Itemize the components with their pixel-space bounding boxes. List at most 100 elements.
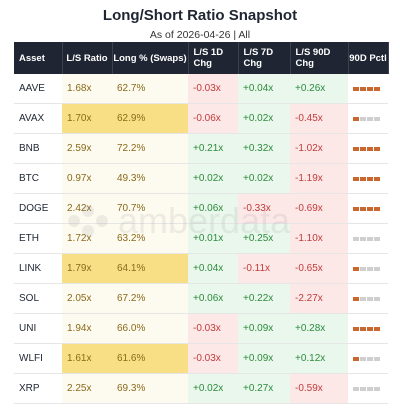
pctl-cell — [348, 163, 388, 194]
chg-7d-cell: +0.09x — [238, 343, 290, 374]
table-row: SOL 2.05x 67.2% +0.06x +0.22x -2.27x — [14, 283, 388, 314]
asset-cell: AAVE — [14, 74, 62, 104]
chg-7d-cell: +0.02x — [238, 103, 290, 134]
pctl-segment — [374, 206, 380, 211]
pctl-segment — [374, 236, 380, 241]
pctl-cell — [348, 223, 388, 254]
chg-90d-cell: -0.65x — [290, 253, 348, 284]
page-title: Long/Short Ratio Snapshot — [102, 7, 298, 24]
pctl-cell — [348, 313, 388, 344]
chg-1d-cell: +0.02x — [188, 373, 238, 404]
asset-cell: XRP — [14, 373, 62, 404]
pctl-segment — [360, 296, 366, 301]
pctl-bar — [353, 206, 388, 211]
pctl-segment — [374, 86, 380, 91]
pctl-segment — [353, 176, 359, 181]
pctl-segment — [367, 86, 373, 91]
table-body: AAVE 1.68x 62.7% -0.03x +0.04x +0.26x AVAX 1.70… — [14, 74, 388, 404]
ratio-cell: 1.68x — [62, 74, 112, 104]
pctl-segment — [374, 266, 380, 271]
chg-90d-cell: -1.19x — [290, 163, 348, 194]
chg-1d-cell: +0.06x — [188, 193, 238, 224]
pctl-segment — [353, 236, 359, 241]
ratio-cell: 2.59x — [62, 133, 112, 164]
chg-90d-cell: -1.10x — [290, 223, 348, 254]
chg-1d-cell: -0.03x — [188, 343, 238, 374]
asset-cell: AVAX — [14, 103, 62, 134]
asset-cell: UNI — [14, 313, 62, 344]
pctl-segment — [360, 326, 366, 331]
long-pct-cell: 72.2% — [112, 133, 188, 164]
asset-cell: DOGE — [14, 193, 62, 224]
chg-1d-cell: +0.01x — [188, 223, 238, 254]
pctl-segment — [367, 386, 373, 391]
pctl-segment — [360, 86, 366, 91]
pctl-bar — [353, 296, 388, 301]
ratio-cell: 1.79x — [62, 253, 112, 284]
pctl-segment — [367, 266, 373, 271]
long-pct-cell: 70.7% — [112, 193, 188, 224]
pctl-segment — [360, 266, 366, 271]
long-pct-cell: 67.2% — [112, 283, 188, 314]
pctl-bar — [353, 326, 388, 331]
pctl-segment — [367, 326, 373, 331]
pctl-segment — [374, 116, 380, 121]
pctl-segment — [367, 116, 373, 121]
pctl-segment — [360, 206, 366, 211]
table-row: LINK 1.79x 64.1% +0.04x -0.11x -0.65x — [14, 253, 388, 284]
chg-7d-cell: -0.33x — [238, 193, 290, 224]
asset-cell: ETH — [14, 223, 62, 254]
table-row: DOGE 2.42x 70.7% +0.06x -0.33x -0.69x — [14, 193, 388, 224]
pctl-segment — [374, 386, 380, 391]
chg-7d-cell: +0.04x — [238, 74, 290, 104]
col-header-pctl: 90D Pctl — [348, 42, 389, 74]
chg-7d-cell: +0.22x — [238, 283, 290, 314]
chg-90d-cell: -1.02x — [290, 133, 348, 164]
ratio-cell: 2.42x — [62, 193, 112, 224]
asset-cell: BNB — [14, 133, 62, 164]
pctl-segment — [353, 326, 359, 331]
col-header-asset: Asset — [14, 42, 63, 74]
table-row: UNI 1.94x 66.0% -0.03x +0.09x +0.28x — [14, 313, 388, 344]
col-header-7d: L/S 7D Chg — [238, 42, 291, 74]
col-header-90d: L/S 90D Chg — [290, 42, 349, 74]
ratio-cell: 1.61x — [62, 343, 112, 374]
chg-90d-cell: +0.26x — [290, 74, 348, 104]
chg-7d-cell: +0.09x — [238, 313, 290, 344]
chg-90d-cell: -0.45x — [290, 103, 348, 134]
pctl-segment — [353, 206, 359, 211]
long-pct-cell: 64.1% — [112, 253, 188, 284]
pctl-cell — [348, 283, 388, 314]
pctl-cell — [348, 373, 388, 404]
chg-90d-cell: -0.69x — [290, 193, 348, 224]
pctl-bar — [353, 236, 388, 241]
asset-cell: WLFI — [14, 343, 62, 374]
pctl-segment — [360, 356, 366, 361]
ratio-cell: 1.72x — [62, 223, 112, 254]
long-pct-cell: 66.0% — [112, 313, 188, 344]
ratio-cell: 0.97x — [62, 163, 112, 194]
long-pct-cell: 69.3% — [112, 373, 188, 404]
ratio-cell: 2.25x — [62, 373, 112, 404]
pctl-segment — [353, 146, 359, 151]
pctl-segment — [360, 146, 366, 151]
chg-90d-cell: +0.28x — [290, 313, 348, 344]
pctl-segment — [367, 206, 373, 211]
asset-cell: SOL — [14, 283, 62, 314]
pctl-cell — [348, 253, 388, 284]
table-row: AVAX 1.70x 62.9% -0.06x +0.02x -0.45x — [14, 103, 388, 134]
pctl-segment — [360, 116, 366, 121]
pctl-segment — [367, 146, 373, 151]
col-header-1d: L/S 1D Chg — [188, 42, 239, 74]
chg-90d-cell: +0.12x — [290, 343, 348, 374]
table-row: AAVE 1.68x 62.7% -0.03x +0.04x +0.26x — [14, 74, 388, 104]
pctl-bar — [353, 116, 388, 121]
table-header-row: Asset L/S Ratio Long % (Swaps) L/S 1D Ch… — [14, 42, 389, 74]
pctl-segment — [353, 386, 359, 391]
chg-90d-cell: -2.27x — [290, 283, 348, 314]
pctl-bar — [353, 356, 388, 361]
chg-7d-cell: +0.32x — [238, 133, 290, 164]
pctl-segment — [374, 176, 380, 181]
ls-ratio-table: Asset L/S Ratio Long % (Swaps) L/S 1D Ch… — [14, 42, 389, 404]
pctl-cell — [348, 103, 388, 134]
